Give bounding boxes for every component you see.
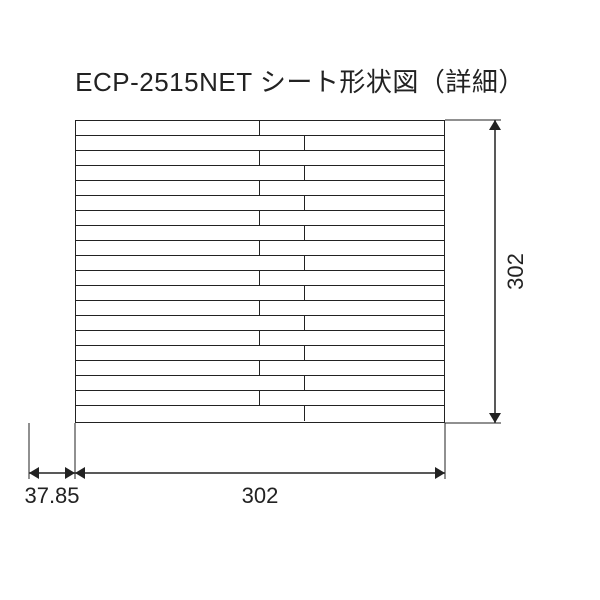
tile: [76, 391, 260, 405]
tile-row: [76, 376, 444, 391]
tile-row: [76, 391, 444, 406]
tile: [305, 406, 443, 421]
tile-row: [76, 226, 444, 241]
tile: [76, 286, 305, 300]
tile: [76, 166, 305, 180]
tile-row: [76, 316, 444, 331]
svg-text:302: 302: [242, 483, 279, 508]
tile-row: [76, 286, 444, 301]
tile: [305, 316, 443, 330]
tile-row: [76, 211, 444, 226]
tile: [76, 196, 305, 210]
tile: [260, 271, 444, 285]
tile-sheet: [75, 120, 445, 423]
tile: [305, 346, 443, 360]
svg-text:302: 302: [503, 253, 528, 290]
tile-row: [76, 136, 444, 151]
tile: [305, 166, 443, 180]
tile: [76, 271, 260, 285]
tile: [305, 256, 443, 270]
tile-row: [76, 121, 444, 136]
tile: [260, 151, 444, 165]
tile: [76, 331, 260, 345]
tile: [76, 346, 305, 360]
tile-row: [76, 346, 444, 361]
diagram-title: ECP‑2515NET シート形状図（詳細）: [0, 62, 600, 99]
tile: [260, 361, 444, 375]
tile-row: [76, 406, 444, 421]
tile-row: [76, 301, 444, 316]
tile: [76, 301, 260, 315]
tile: [76, 256, 305, 270]
tile-row: [76, 181, 444, 196]
tile: [76, 136, 305, 150]
tile-row: [76, 271, 444, 286]
tile-row: [76, 361, 444, 376]
tile: [76, 181, 260, 195]
tile: [76, 406, 305, 421]
tile: [260, 181, 444, 195]
tile: [76, 211, 260, 225]
tile: [260, 121, 444, 135]
tile-row: [76, 196, 444, 211]
tile: [305, 196, 443, 210]
tile-row: [76, 241, 444, 256]
svg-text:37.85: 37.85: [24, 483, 79, 508]
tile: [76, 226, 305, 240]
tile: [260, 211, 444, 225]
tile: [76, 241, 260, 255]
tile: [260, 391, 444, 405]
tile: [305, 376, 443, 390]
tile: [305, 136, 443, 150]
tile: [76, 151, 260, 165]
tile: [260, 331, 444, 345]
tile: [260, 241, 444, 255]
tile-row: [76, 256, 444, 271]
canvas: ECP‑2515NET シート形状図（詳細） 37.85 302 302: [0, 0, 600, 600]
tile-row: [76, 166, 444, 181]
tile: [305, 226, 443, 240]
tile: [260, 301, 444, 315]
tile: [76, 376, 305, 390]
tile: [76, 121, 260, 135]
tile-row: [76, 151, 444, 166]
tile-row: [76, 331, 444, 346]
tile: [76, 361, 260, 375]
tile: [76, 316, 305, 330]
tile: [305, 286, 443, 300]
